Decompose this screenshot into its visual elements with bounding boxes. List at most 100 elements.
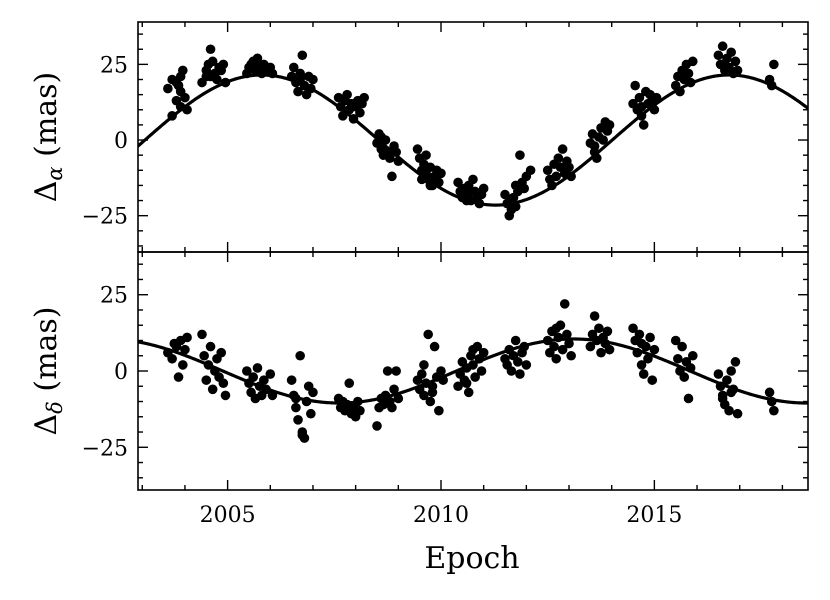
- data-point-alpha: [393, 156, 404, 167]
- data-point-delta: [549, 341, 559, 352]
- data-point-delta: [216, 347, 227, 358]
- x-tick-label: 2015: [626, 503, 682, 528]
- data-point-delta: [436, 366, 446, 376]
- data-point-delta: [286, 375, 297, 385]
- data-point-alpha: [547, 180, 557, 191]
- y-tick-label-alpha: 0: [114, 129, 128, 154]
- data-point-delta: [382, 366, 393, 376]
- data-point-delta: [352, 396, 363, 407]
- data-point-delta: [594, 323, 604, 334]
- data-point-alpha: [726, 47, 736, 58]
- data-point-delta: [726, 387, 736, 398]
- data-layer-delta: [138, 299, 808, 443]
- data-point-delta: [636, 360, 647, 370]
- data-point-alpha: [178, 65, 188, 76]
- data-point-delta: [677, 341, 687, 352]
- data-point-alpha: [636, 111, 647, 121]
- data-point-alpha: [384, 153, 395, 163]
- data-point-delta: [470, 372, 480, 382]
- data-point-delta: [553, 332, 564, 343]
- data-point-delta: [557, 344, 568, 355]
- x-tick-label: 2010: [413, 503, 469, 528]
- data-point-alpha: [515, 150, 525, 160]
- data-point-alpha: [434, 177, 444, 188]
- data-point-alpha: [425, 180, 436, 191]
- data-point-delta: [434, 405, 444, 416]
- data-point-delta: [391, 366, 401, 376]
- data-point-alpha: [220, 77, 231, 88]
- data-point-alpha: [683, 68, 694, 79]
- y-tick-label-delta: −25: [82, 436, 128, 461]
- y-axis-label-delta: Δδ (mas): [29, 306, 67, 435]
- data-point-alpha: [478, 183, 489, 194]
- x-tick-label: 2005: [200, 503, 256, 528]
- data-point-delta: [515, 369, 525, 379]
- data-point-alpha: [649, 104, 660, 115]
- data-point-delta: [732, 408, 743, 419]
- data-point-alpha: [591, 153, 602, 163]
- data-point-delta: [726, 366, 736, 376]
- data-point-delta: [259, 375, 269, 385]
- data-point-delta: [683, 393, 694, 404]
- data-point-alpha: [338, 111, 348, 121]
- data-point-delta: [248, 372, 259, 382]
- data-point-delta: [461, 378, 472, 389]
- data-point-alpha: [173, 80, 184, 91]
- data-point-alpha: [500, 189, 510, 200]
- x-tick-labels: 2005 2010 2015: [200, 503, 683, 528]
- data-point-alpha: [376, 132, 387, 142]
- data-point-alpha: [355, 107, 365, 118]
- data-point-delta: [252, 363, 263, 373]
- data-point-delta: [478, 347, 489, 358]
- data-point-alpha: [288, 62, 299, 73]
- data-point-delta: [261, 384, 271, 395]
- data-point-alpha: [474, 198, 485, 209]
- data-point-alpha: [359, 92, 369, 103]
- data-point-alpha: [453, 177, 463, 188]
- data-point-alpha: [387, 171, 397, 182]
- plot-frame-delta: [137, 251, 809, 491]
- data-point-delta: [267, 390, 278, 401]
- data-point-alpha: [525, 165, 536, 176]
- data-point-alpha: [391, 147, 401, 157]
- data-point-alpha: [267, 68, 278, 79]
- data-point-delta: [308, 387, 318, 398]
- data-point-alpha: [566, 171, 576, 182]
- data-point-delta: [562, 329, 572, 340]
- data-point-delta: [724, 405, 734, 416]
- data-point-alpha: [713, 50, 724, 61]
- data-point-alpha: [421, 150, 431, 160]
- data-point-delta: [453, 381, 463, 392]
- y-axis-label-symbol: Δ: [29, 414, 64, 436]
- data-point-delta: [173, 372, 184, 382]
- data-point-alpha: [717, 41, 728, 52]
- data-point-delta: [551, 323, 562, 334]
- data-point-delta: [463, 387, 474, 398]
- data-point-delta: [638, 369, 649, 379]
- data-point-delta: [519, 341, 530, 352]
- data-point-alpha: [630, 80, 640, 91]
- data-point-delta: [265, 369, 276, 379]
- data-point-alpha: [685, 77, 696, 88]
- data-point-delta: [205, 341, 216, 352]
- data-point-alpha: [551, 171, 562, 182]
- data-point-alpha: [542, 165, 553, 176]
- y-axis-label-subscript: α: [43, 166, 67, 180]
- data-point-delta: [393, 393, 404, 404]
- data-point-alpha: [293, 86, 303, 97]
- data-point-delta: [766, 396, 777, 407]
- data-point-delta: [589, 311, 600, 321]
- data-point-alpha: [564, 162, 574, 173]
- data-point-alpha: [295, 68, 305, 79]
- data-point-alpha: [766, 80, 777, 91]
- data-point-delta: [180, 344, 190, 355]
- data-point-alpha: [730, 56, 741, 67]
- data-point-alpha: [218, 59, 229, 70]
- data-point-delta: [476, 366, 487, 376]
- data-point-delta: [715, 381, 726, 392]
- y-axis-label-alpha: Δα (mas): [29, 72, 67, 203]
- data-point-delta: [468, 344, 478, 355]
- y-axis-label-unit: (mas): [29, 72, 64, 167]
- data-point-alpha: [638, 120, 649, 130]
- data-point-delta: [673, 353, 683, 364]
